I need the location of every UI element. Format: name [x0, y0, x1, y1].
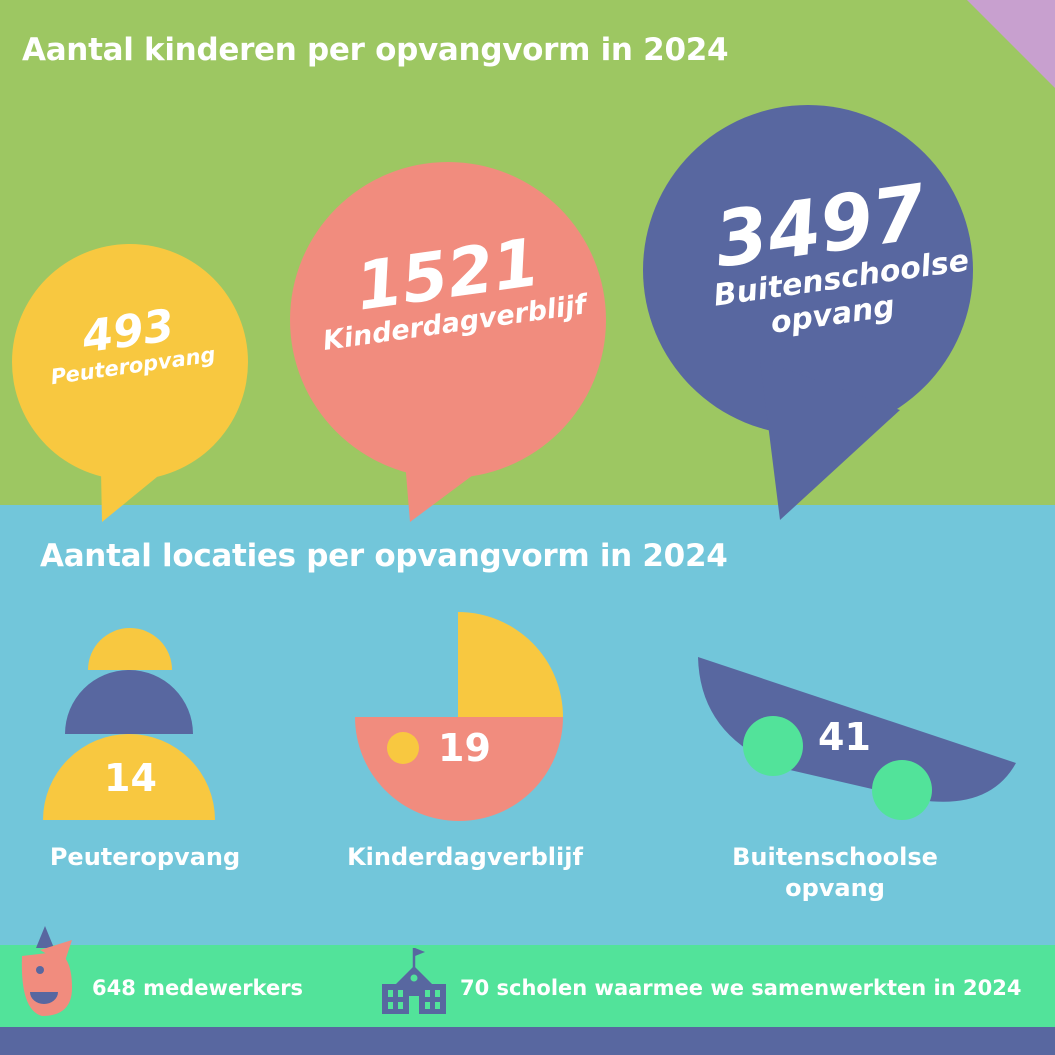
locations-value-peuteropvang: 14 — [104, 756, 157, 800]
employees-stat: 648 medewerkers — [92, 976, 304, 1000]
children-title: Aantal kinderen per opvangvorm in 2024 — [22, 32, 729, 68]
locations-label-buitenschoolse-opvang: Buitenschoolse opvang — [732, 843, 938, 903]
bubble-buitenschoolse-opvang — [643, 105, 973, 520]
school-building-icon — [382, 948, 446, 1014]
schools-stat: 70 scholen waarmee we samenwerkten in 20… — [460, 976, 1022, 1000]
locations-title: Aantal locaties per opvangvorm in 2024 — [40, 538, 728, 574]
footer-band — [0, 1027, 1055, 1055]
locations-value-buitenschoolse-opvang: 41 — [818, 715, 871, 759]
corner-triangle-decoration — [967, 0, 1055, 88]
pram-icon — [355, 612, 563, 821]
locations-value-kinderdagverblijf: 19 — [438, 726, 491, 770]
skateboard-icon — [698, 657, 1016, 820]
locations-label-peuteropvang: Peuteropvang — [49, 843, 241, 871]
clown-face-icon — [21, 926, 72, 1016]
bubble-peuteropvang — [12, 244, 248, 522]
bubble-kinderdagverblijf — [290, 162, 606, 522]
stacked-blocks-icon — [43, 628, 215, 820]
locations-label-kinderdagverblijf: Kinderdagverblijf — [347, 843, 583, 871]
stats-bar — [0, 945, 1055, 1027]
